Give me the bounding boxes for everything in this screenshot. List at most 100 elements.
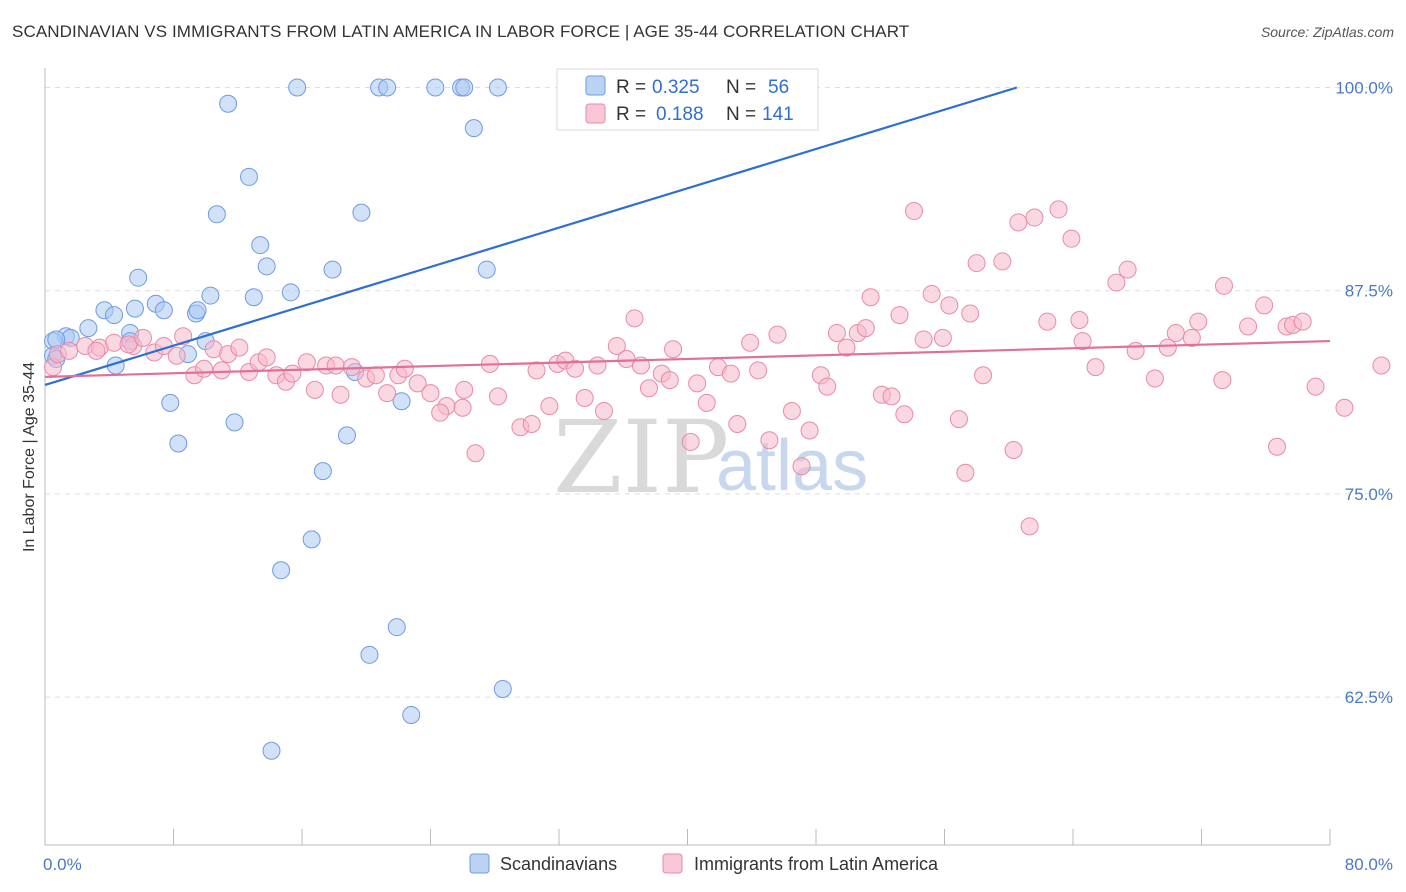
latin-america-point [681,432,700,451]
scandinavians-point [281,283,300,302]
series-legend-label-scandinavians: Scandinavians [500,854,617,874]
scandinavians-point [402,705,421,724]
latin-america-point [940,296,959,315]
latin-america-point [1086,358,1105,377]
latin-america-point [60,341,79,360]
watermark-zip: ZIP [553,399,729,516]
latin-america-point [1145,369,1164,388]
latin-america-point [1118,260,1137,279]
watermark: ZIP atlas [553,399,868,516]
latin-america-point [792,457,811,476]
latin-america-point [305,380,324,399]
legend-n-value-scandinavians: 56 [768,77,789,98]
latin-america-point [639,379,658,398]
series-legend: Scandinavians Immigrants from Latin Amer… [469,853,939,874]
latin-america-point [660,371,679,390]
latin-america-point [1009,213,1028,232]
y-tick-label: 75.0% [1345,485,1393,504]
latin-america-point [212,361,231,380]
legend-r-label: R = [616,104,646,125]
latin-america-point [837,338,856,357]
legend-r-label: R = [616,77,646,98]
y-tick-label: 87.5% [1345,282,1393,301]
latin-america-point [607,336,626,355]
scandinavians-point [352,203,371,222]
latin-america-point [856,319,875,338]
latin-america-point [1182,328,1201,347]
scandinavians-point [161,393,180,412]
latin-america-point [904,202,923,221]
latin-america-point [1062,229,1081,248]
latin-america-point [395,359,414,378]
latin-america-point [257,348,276,367]
scandinavians-point [455,78,474,97]
legend-r-value-scandinavians: 0.325 [652,77,700,98]
latin-america-point [1073,332,1092,351]
scandinavians-point [244,288,263,307]
scandinavians-point [488,78,507,97]
scandinavians-point [426,78,445,97]
y-axis-label: In Labor Force | Age 35-44 [21,362,38,552]
scandinavians-point [125,299,144,318]
latin-america-point [378,384,397,403]
latin-america-point [861,288,880,307]
latin-america-point [1025,208,1044,227]
latin-america-point [1004,440,1023,459]
scandinavians-point [272,561,291,580]
latin-america-point [1038,312,1057,331]
scandinavians-point [262,741,281,760]
series-legend-swatch-latin-america [662,853,683,874]
latin-america-point [466,444,485,463]
scandinavians-point [313,462,332,481]
latin-america-point [408,374,427,393]
scandinavians-point [337,426,356,445]
scandinavians-point [154,301,173,320]
latin-america-point [827,323,846,342]
latin-america-point [728,414,747,433]
latin-america-point [167,346,186,365]
scandinavians-point [302,530,321,549]
x-tick-label: 80.0% [1345,855,1393,874]
stats-legend: R = 0.325 N = 56 R = 0.188 N = 141 [556,68,819,131]
latin-america-point [1267,437,1286,456]
latin-america-point [768,325,787,344]
scandinavians-point [225,413,244,432]
latin-america-point [326,356,345,375]
scandinavians-point [188,301,207,320]
scandinavians-point [360,645,379,664]
latin-america-point [453,398,472,417]
latin-america-point [949,410,968,429]
scandinavians-point [378,78,397,97]
scandinavians-trend-line [44,86,1018,387]
series-legend-label-latin-america: Immigrants from Latin America [694,854,939,874]
latin-america-point [895,405,914,424]
scandinavians-point [79,319,98,338]
latin-america-point [1213,371,1232,390]
scandinavians-point [219,94,238,113]
latin-america-point [230,338,249,357]
latin-america-point [1255,296,1274,315]
latin-america-point [914,330,933,349]
scandinavians-point [493,679,512,698]
scandinavians-point [464,119,483,138]
legend-r-value-latin-america: 0.188 [656,104,704,125]
trend-lines [44,86,1331,387]
latin-america-point [1020,517,1039,536]
latin-america-point [1306,377,1325,396]
latin-america-point [760,431,779,450]
latin-america-point [818,377,837,396]
latin-america-point [993,252,1012,271]
latin-america-point [87,341,106,360]
scandinavians-point [239,167,258,186]
legend-swatch-scandinavians [585,75,606,96]
source-credit: Source: ZipAtlas.com [1260,24,1394,40]
tick-labels: 100.0% 87.5% 75.0% 62.5% 0.0% 80.0% [43,79,1393,874]
latin-america-point [195,359,214,378]
scandinavians-point [323,260,342,279]
scandinavians-point [105,306,124,325]
legend-n-label: N = [726,104,756,125]
legend-n-label: N = [726,77,756,98]
latin-america-point [1214,276,1233,295]
scandinavians-point [201,286,220,305]
latin-america-point [800,421,819,440]
